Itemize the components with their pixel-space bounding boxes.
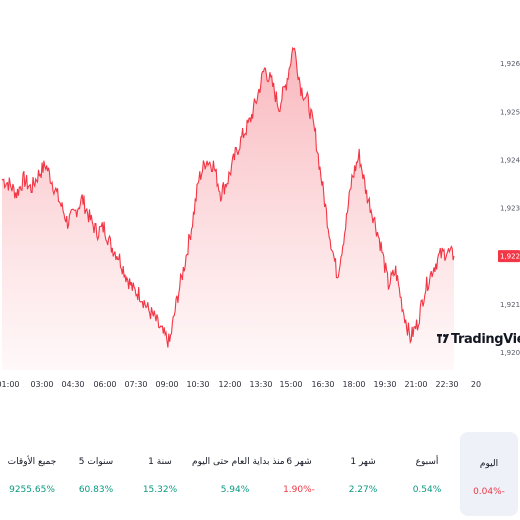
price-axis: 1,926.00 1,925.00 1,924.00 1,923.00 1,922.00… <box>500 60 520 357</box>
x-tick-label: 21:00 <box>404 380 427 389</box>
period-value: 15.32% <box>142 485 178 495</box>
tradingview-logo-text: TradingView <box>451 332 520 347</box>
y-tick-label: 1,920.00 <box>500 349 520 357</box>
x-tick-label: 01:00 <box>0 380 20 389</box>
x-tick-label: 13:30 <box>249 380 272 389</box>
x-tick-label: 07:30 <box>124 380 147 389</box>
x-tick-label: 15:00 <box>279 380 302 389</box>
x-tick-label: 03:00 <box>30 380 53 389</box>
y-tick-label: 1,924.00 <box>500 156 520 164</box>
period-1-month[interactable]: 1 شهر 2.27% <box>331 430 395 520</box>
period-today[interactable]: اليوم 0.04%- <box>460 432 518 516</box>
x-tick-label: 16:30 <box>311 380 334 389</box>
period-6-months[interactable]: 6 شهر 1.90%- <box>267 430 331 520</box>
period-label: اليوم <box>479 459 499 469</box>
period-value: 2.27% <box>348 485 378 495</box>
period-1-year[interactable]: 1 سنة 15.32% <box>128 430 192 520</box>
x-tick-label: 18:00 <box>342 380 365 389</box>
x-tick-label: 10:30 <box>186 380 209 389</box>
x-tick-label: 09:00 <box>155 380 178 389</box>
time-axis: 01:00 03:00 04:30 06:00 07:30 09:00 10:30 12:00… <box>0 380 481 389</box>
x-tick-label: 06:00 <box>93 380 116 389</box>
period-label: 1 شهر <box>350 457 376 467</box>
current-price-tag: 1,922.00 <box>498 250 520 263</box>
x-tick-label: 12:00 <box>218 380 241 389</box>
y-tick-label: 1,926.00 <box>500 60 520 68</box>
performance-periods: اليوم 0.04%- أسبوع 0.54% 1 شهر 2.27% 6 ش… <box>0 430 520 520</box>
period-value: 9255.65% <box>9 485 55 495</box>
x-tick-label: 20 <box>471 380 481 389</box>
price-area-fill <box>2 48 454 370</box>
period-label: 1 سنة <box>148 457 172 467</box>
period-value: 1.90%- <box>283 485 315 495</box>
tradingview-logo[interactable]: TradingView <box>437 332 520 347</box>
period-5-years[interactable]: 5 سنوات 60.83% <box>64 430 128 520</box>
current-price-tag-box <box>498 250 520 263</box>
price-chart[interactable]: 01:00 03:00 04:30 06:00 07:30 09:00 10:30 12:00… <box>0 0 520 395</box>
y-tick-label: 1,925.00 <box>500 108 520 116</box>
y-tick-label: 1,921.00 <box>500 301 520 309</box>
y-tick-label: 1,923.00 <box>500 205 520 213</box>
period-label: 6 شهر <box>286 457 312 467</box>
period-value: 60.83% <box>78 485 114 495</box>
x-tick-label: 22:30 <box>435 380 458 389</box>
x-tick-label: 04:30 <box>61 380 84 389</box>
current-price-label: 1,922.00 <box>500 253 520 261</box>
period-label: منذ بداية العام حتى اليوم <box>192 457 285 467</box>
price-line <box>1 46 455 348</box>
period-value: 0.54% <box>412 485 442 495</box>
period-value: 0.04%- <box>473 487 505 497</box>
period-label: 5 سنوات <box>78 457 114 467</box>
x-tick-label: 19:30 <box>373 380 396 389</box>
period-ytd[interactable]: منذ بداية العام حتى اليوم 5.94% <box>192 430 285 520</box>
period-all-time[interactable]: جميع الأوقات 9255.65% <box>0 430 64 520</box>
tradingview-logo-icon <box>437 334 449 343</box>
period-week[interactable]: أسبوع 0.54% <box>395 430 459 520</box>
period-label: جميع الأوقات <box>7 457 57 467</box>
period-value: 5.94% <box>220 485 250 495</box>
period-label: أسبوع <box>415 457 439 467</box>
